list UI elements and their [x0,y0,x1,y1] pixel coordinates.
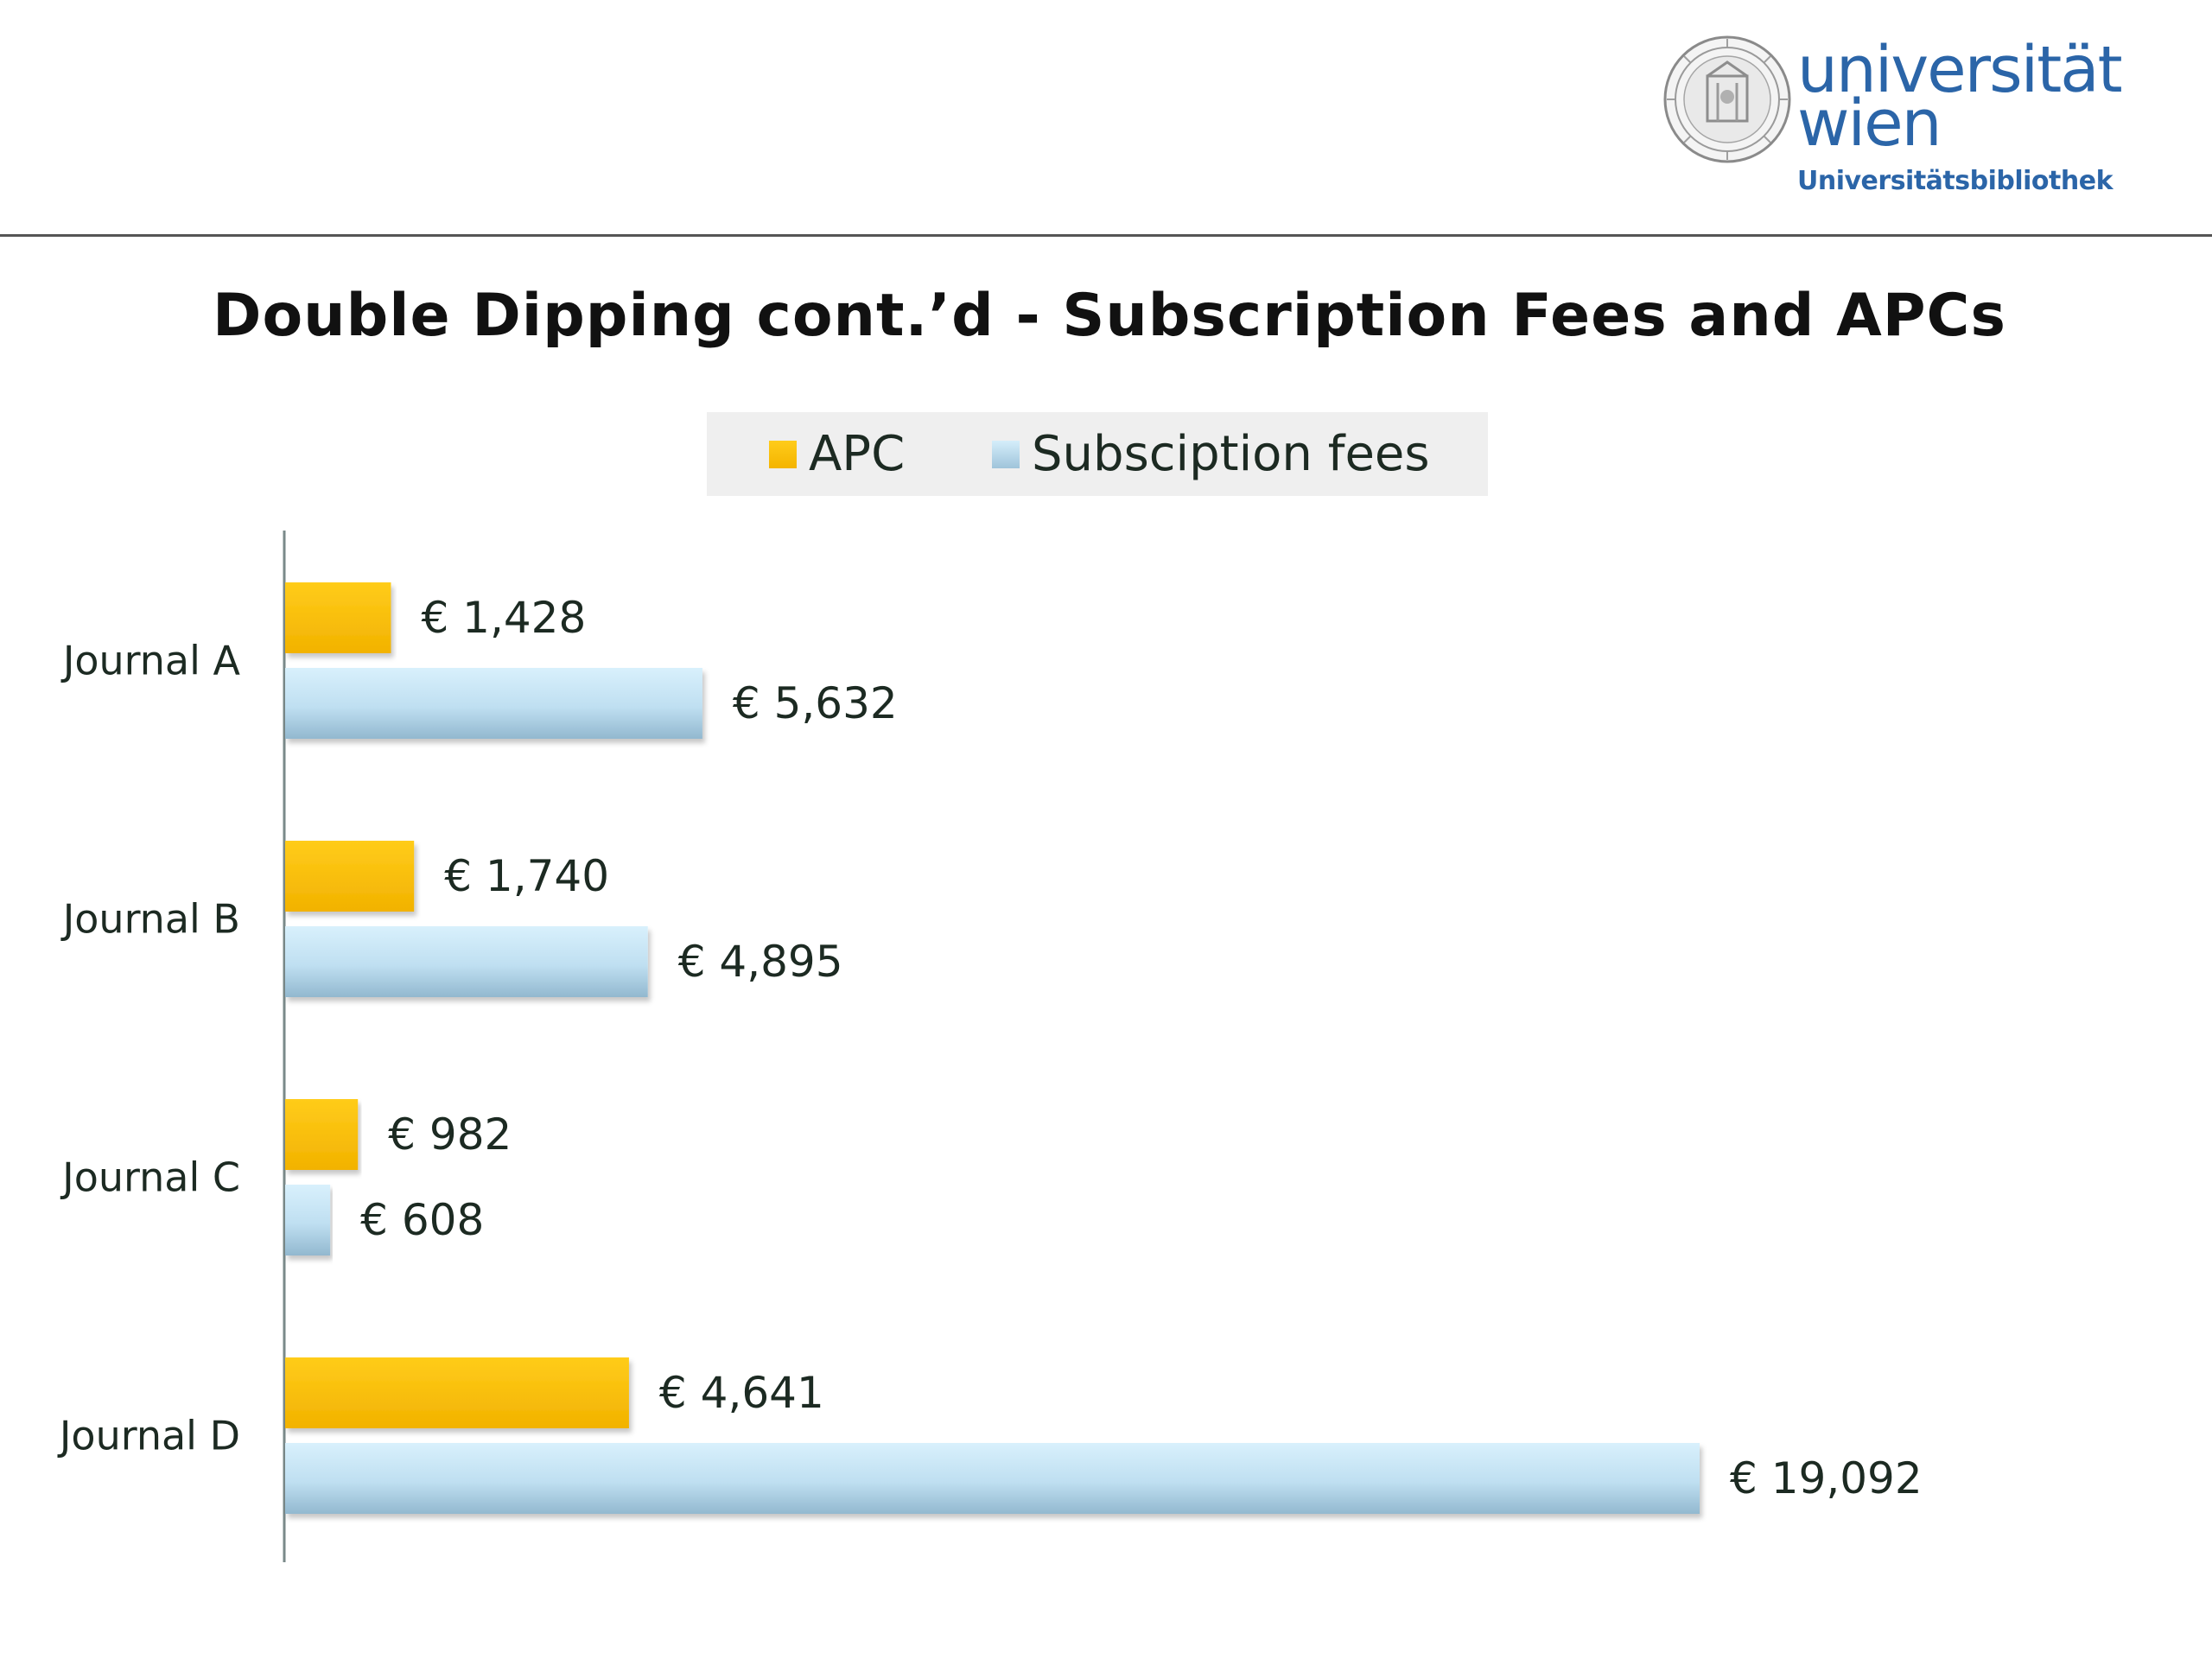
header-divider [0,234,2212,237]
legend-label-subscription: Subsciption fees [1032,426,1430,482]
logo-subtitle: Universitätsbibliothek [1797,166,2113,196]
category-label-journal-d: Journal D [57,1413,240,1459]
university-seal-icon [1663,35,1791,163]
legend-label-apc: APC [809,426,906,482]
category-label-journal-b: Journal B [60,896,240,943]
value-label-subsciption-fees-journal-c: € 608 [360,1195,484,1245]
value-label-apc-journal-d: € 4,641 [659,1368,824,1418]
bar-apc-journal-b [285,841,415,912]
bar-subsciption-fees-journal-d [285,1443,1700,1514]
bar-apc-journal-a [285,582,391,653]
bar-apc-journal-d [285,1357,629,1428]
value-label-subsciption-fees-journal-a: € 5,632 [733,678,898,728]
value-label-apc-journal-a: € 1,428 [421,593,586,643]
slide-title: Double Dipping cont.’d - Subscription Fe… [213,282,2006,350]
bar-subsciption-fees-journal-b [285,926,648,997]
bar-subsciption-fees-journal-c [285,1185,331,1255]
value-label-apc-journal-c: € 982 [388,1109,512,1160]
university-logo: universität wien Universitätsbibliothek [1662,35,2123,216]
legend-swatch-subscription [992,440,1020,468]
logo-name-line1: universität [1797,33,2123,107]
legend-item-apc: APC [769,412,905,496]
bar-apc-journal-c [285,1099,359,1170]
category-label-journal-c: Journal C [60,1154,240,1201]
chart-legend: APC Subsciption fees [707,412,1488,496]
bar-subsciption-fees-journal-a [285,668,702,739]
value-label-apc-journal-b: € 1,740 [444,851,609,901]
logo-name-line2: wien [1797,86,1942,161]
value-label-subsciption-fees-journal-d: € 19,092 [1730,1453,1923,1503]
legend-swatch-apc [769,440,797,468]
category-label-journal-a: Journal A [60,638,241,684]
legend-item-subscription: Subsciption fees [992,412,1430,496]
value-label-subsciption-fees-journal-b: € 4,895 [678,937,843,987]
